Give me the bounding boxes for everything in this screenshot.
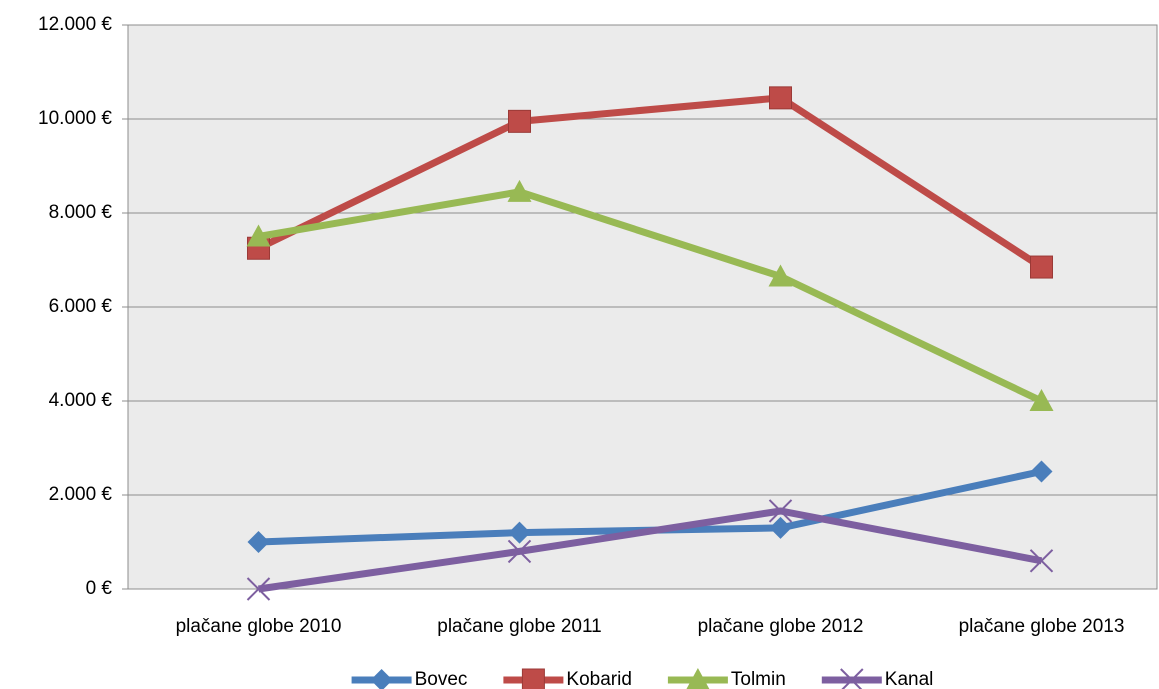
marker bbox=[769, 516, 792, 539]
y-tick-label: 4.000 € bbox=[49, 390, 113, 411]
series-line bbox=[258, 507, 1043, 593]
y-tick-label: 10.000 € bbox=[38, 108, 112, 129]
legend-label: Kanal bbox=[885, 669, 934, 689]
marker bbox=[507, 539, 532, 564]
legend-label: Tolmin bbox=[731, 669, 786, 689]
marker bbox=[508, 521, 531, 544]
y-tick-label: 0 € bbox=[86, 578, 113, 599]
marker bbox=[686, 668, 710, 689]
y-tick-label: 8.000 € bbox=[49, 202, 113, 223]
marker bbox=[1030, 460, 1053, 483]
x-tick-label: plačane globe 2012 bbox=[698, 616, 864, 637]
x-tick-label: plačane globe 2013 bbox=[959, 616, 1125, 637]
series-line bbox=[257, 188, 1044, 405]
marker bbox=[1029, 389, 1054, 411]
marker bbox=[507, 179, 532, 202]
legend-label: Kobarid bbox=[566, 669, 632, 689]
legend: Bovec Kobarid Tolmin Kanal bbox=[351, 668, 934, 689]
marker bbox=[1029, 549, 1054, 573]
marker bbox=[840, 668, 864, 689]
marker bbox=[508, 109, 531, 133]
marker bbox=[769, 86, 792, 110]
y-tick-label: 12.000 € bbox=[38, 14, 112, 35]
marker bbox=[246, 224, 271, 247]
marker bbox=[246, 577, 271, 601]
y-tick-label: 2.000 € bbox=[49, 484, 113, 505]
marker bbox=[768, 499, 793, 523]
y-tick-label: 6.000 € bbox=[49, 296, 113, 317]
series-line bbox=[256, 94, 1044, 270]
x-tick-label: plačane globe 2011 bbox=[437, 616, 601, 637]
x-tick-label: plačane globe 2010 bbox=[176, 616, 342, 637]
marker bbox=[521, 668, 545, 689]
marker bbox=[247, 531, 270, 553]
marker bbox=[370, 669, 393, 689]
marker bbox=[1030, 255, 1053, 279]
marker bbox=[768, 264, 793, 287]
legend-label: Bovec bbox=[415, 669, 468, 689]
